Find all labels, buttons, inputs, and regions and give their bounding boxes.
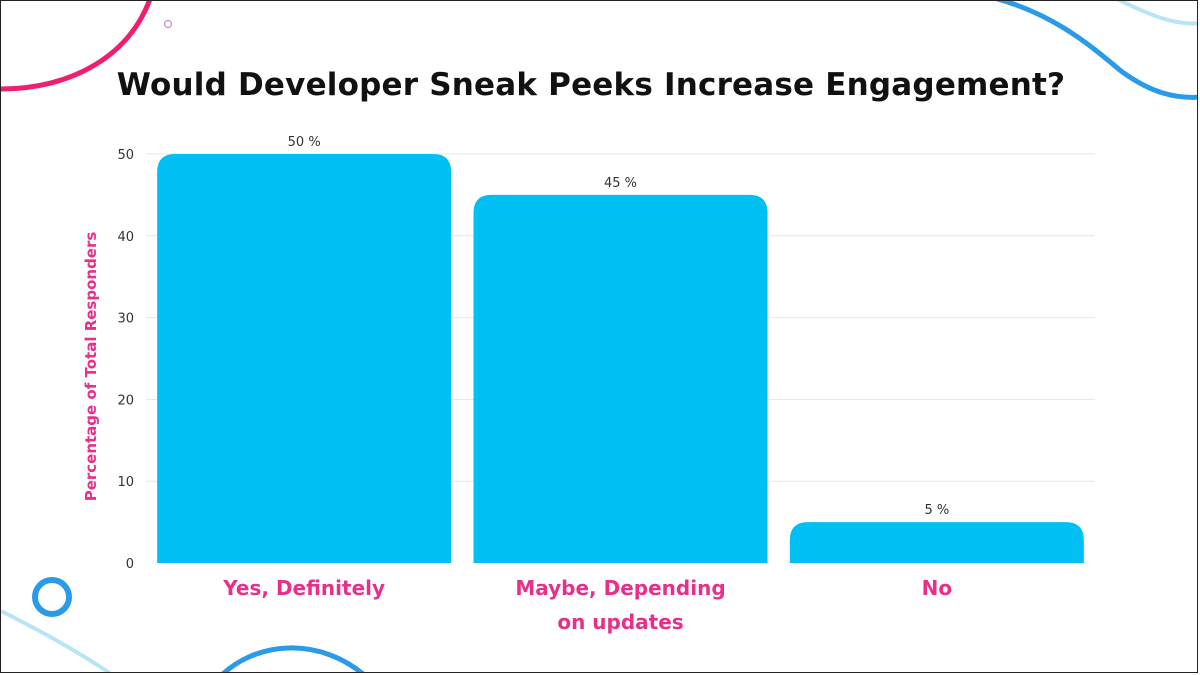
deco-pink-arc: [1, 1, 152, 92]
data-label: 5 %: [924, 503, 949, 518]
deco-blue-ring: [32, 577, 72, 617]
y-tick-label: 50: [117, 148, 134, 163]
bar: [157, 154, 452, 563]
data-label: 45 %: [604, 176, 637, 191]
y-axis-title: Percentage of Total Responders: [82, 232, 100, 502]
deco-blue-arc-bottom: [221, 645, 365, 672]
category-label: Yes, Definitely: [222, 576, 385, 600]
chart-title: Would Developer Sneak Peeks Increase Eng…: [116, 67, 1066, 103]
category-label: on updates: [557, 610, 683, 634]
data-label: 50 %: [288, 135, 321, 150]
y-tick-label: 40: [117, 230, 134, 245]
deco-blue-wave: [995, 1, 1197, 100]
y-tick-label: 10: [117, 475, 134, 490]
deco-light-arc-bottom: [1, 609, 112, 672]
category-label: No: [922, 576, 952, 600]
deco-small-ring: [163, 19, 173, 29]
y-tick-label: 20: [117, 393, 134, 408]
y-tick-label: 0: [126, 557, 134, 572]
deco-light-wave: [1116, 1, 1197, 26]
category-label: Maybe, Depending: [515, 576, 725, 600]
bar: [789, 522, 1084, 563]
bar: [473, 194, 768, 563]
y-tick-label: 30: [117, 312, 134, 327]
